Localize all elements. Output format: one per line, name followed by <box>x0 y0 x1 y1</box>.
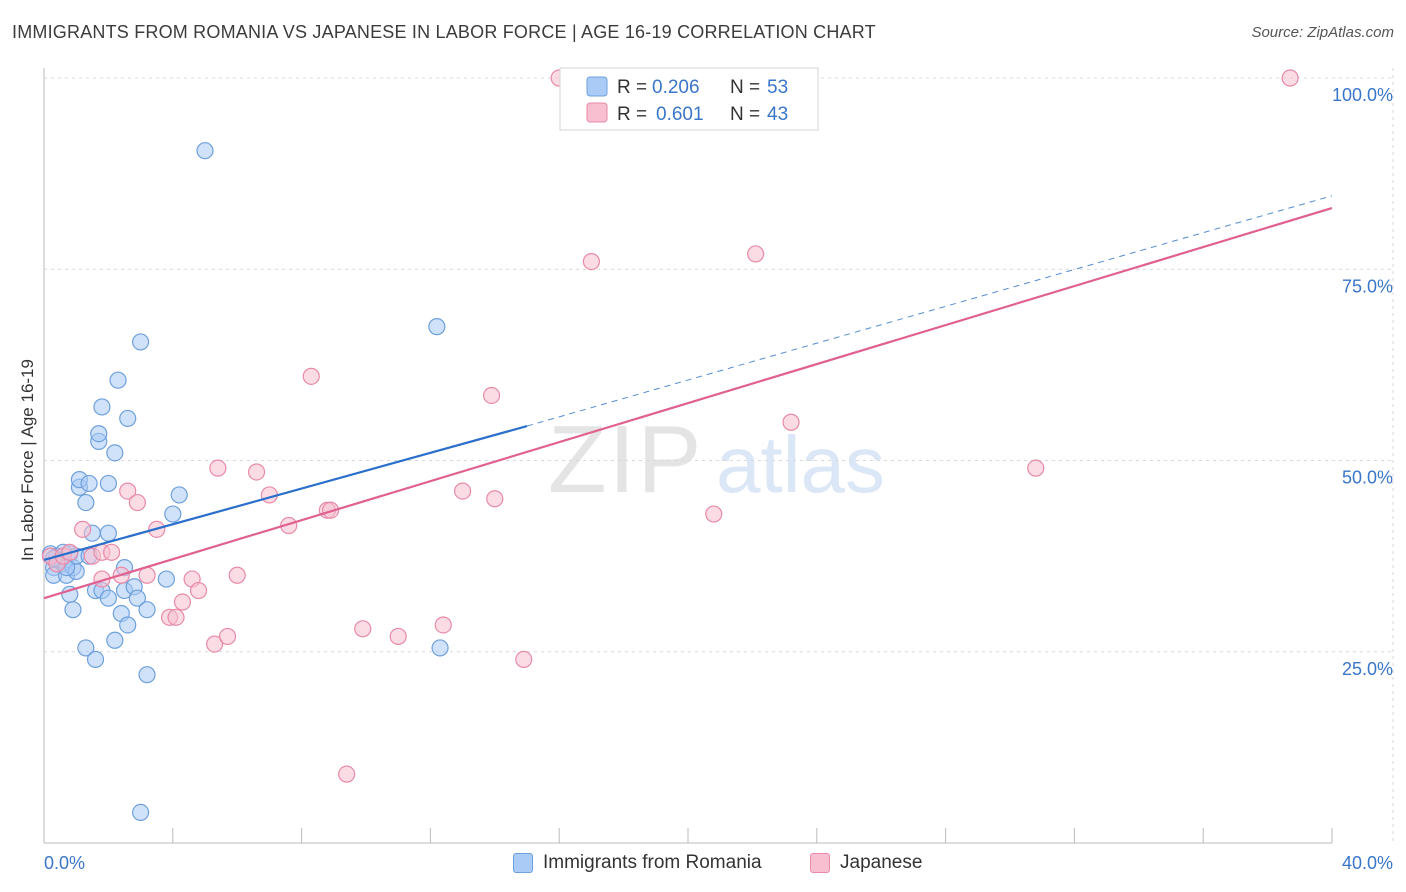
data-point <box>454 482 472 500</box>
data-point <box>747 245 765 263</box>
source-credit: Source: ZipAtlas.com <box>1251 24 1394 41</box>
y-tick-labels: 25.0% 50.0% 75.0% 100.0% <box>1332 85 1393 679</box>
data-point <box>99 589 118 607</box>
data-point <box>173 593 192 611</box>
data-point <box>321 501 340 519</box>
data-point <box>338 765 356 783</box>
data-point <box>77 639 95 657</box>
legend-n-value-romania: 53 <box>767 77 788 98</box>
legend-swatch-japanese <box>586 102 608 123</box>
data-point <box>164 505 182 523</box>
legend-r-value-japanese: 0.601 <box>656 104 704 125</box>
data-point <box>103 543 121 561</box>
legend-item-japanese: Japanese <box>810 852 922 874</box>
data-point <box>1281 69 1299 87</box>
data-point <box>247 463 266 481</box>
stats-legend: R = 0.206 N = 53 R = 0.601 N = 43 <box>559 67 819 131</box>
y-tick-label: 50.0% <box>1342 468 1393 488</box>
legend-r-value-romania: 0.206 <box>652 77 700 98</box>
data-point <box>782 413 800 431</box>
data-point <box>157 570 175 588</box>
legend-n-label-romania: N = <box>730 77 760 98</box>
data-point <box>228 566 246 584</box>
data-point <box>482 386 501 405</box>
data-point <box>74 520 92 538</box>
legend-swatch-japanese-bottom <box>810 853 830 873</box>
data-point <box>354 620 372 638</box>
series-legend: Immigrants from Romania Japanese <box>0 852 1406 878</box>
data-point <box>99 524 118 542</box>
trend-line-romania <box>43 425 528 562</box>
y-tick-label: 75.0% <box>1342 276 1393 296</box>
trend-lines <box>43 195 1333 600</box>
data-point <box>209 459 227 477</box>
data-point <box>64 601 82 619</box>
legend-r-label-romania: R = <box>617 77 647 98</box>
data-point <box>705 505 723 523</box>
data-point <box>132 803 150 822</box>
x-tick-marks <box>43 828 1333 843</box>
legend-label-japanese: Japanese <box>840 852 923 873</box>
data-point <box>93 398 111 416</box>
data-point <box>77 493 95 512</box>
data-point <box>119 409 137 428</box>
watermark-zip: ZIP <box>548 406 703 513</box>
data-point <box>389 627 407 646</box>
watermark-atlas: atlas <box>716 420 885 509</box>
legend-swatch-romania-bottom <box>513 853 533 873</box>
data-point <box>119 482 137 500</box>
legend-r-label-japanese: R = <box>617 104 647 125</box>
data-point <box>218 627 237 646</box>
data-point <box>515 650 533 669</box>
x-tick-label-min: 0.0% <box>44 853 85 873</box>
data-point <box>109 371 127 389</box>
data-point <box>80 474 98 493</box>
data-point <box>106 444 124 462</box>
data-point <box>132 333 150 351</box>
data-point <box>99 474 118 493</box>
chart-title: IMMIGRANTS FROM ROMANIA VS JAPANESE IN L… <box>12 22 876 42</box>
y-tick-label: 100.0% <box>1332 85 1393 105</box>
data-point <box>1027 459 1045 477</box>
data-point <box>486 490 504 508</box>
data-point <box>167 608 185 626</box>
data-point <box>196 142 214 160</box>
data-point <box>431 639 449 657</box>
data-point <box>302 367 320 385</box>
data-point <box>90 425 108 443</box>
legend-item-romania: Immigrants from Romania <box>513 852 762 874</box>
data-point <box>189 581 208 600</box>
data-point <box>128 589 146 607</box>
romania-points <box>41 142 449 822</box>
trend-line-japanese <box>43 206 1333 600</box>
data-point <box>128 493 146 512</box>
data-point <box>86 650 105 669</box>
japanese-points <box>41 69 1299 783</box>
x-tick-label-max: 40.0% <box>1342 853 1393 873</box>
trend-line-romania-extension <box>526 195 1333 427</box>
data-point <box>434 616 452 634</box>
data-point <box>206 635 224 653</box>
legend-n-value-japanese: 43 <box>767 104 788 125</box>
data-point <box>428 318 446 336</box>
legend-label-romania: Immigrants from Romania <box>543 852 762 873</box>
data-point <box>170 486 188 504</box>
data-point <box>582 253 601 271</box>
data-point <box>138 666 156 684</box>
data-point <box>106 631 124 649</box>
data-point <box>119 616 137 634</box>
data-point <box>138 601 156 619</box>
legend-n-label-japanese: N = <box>730 104 760 125</box>
legend-swatch-romania <box>586 76 608 97</box>
y-tick-label: 25.0% <box>1342 659 1393 679</box>
